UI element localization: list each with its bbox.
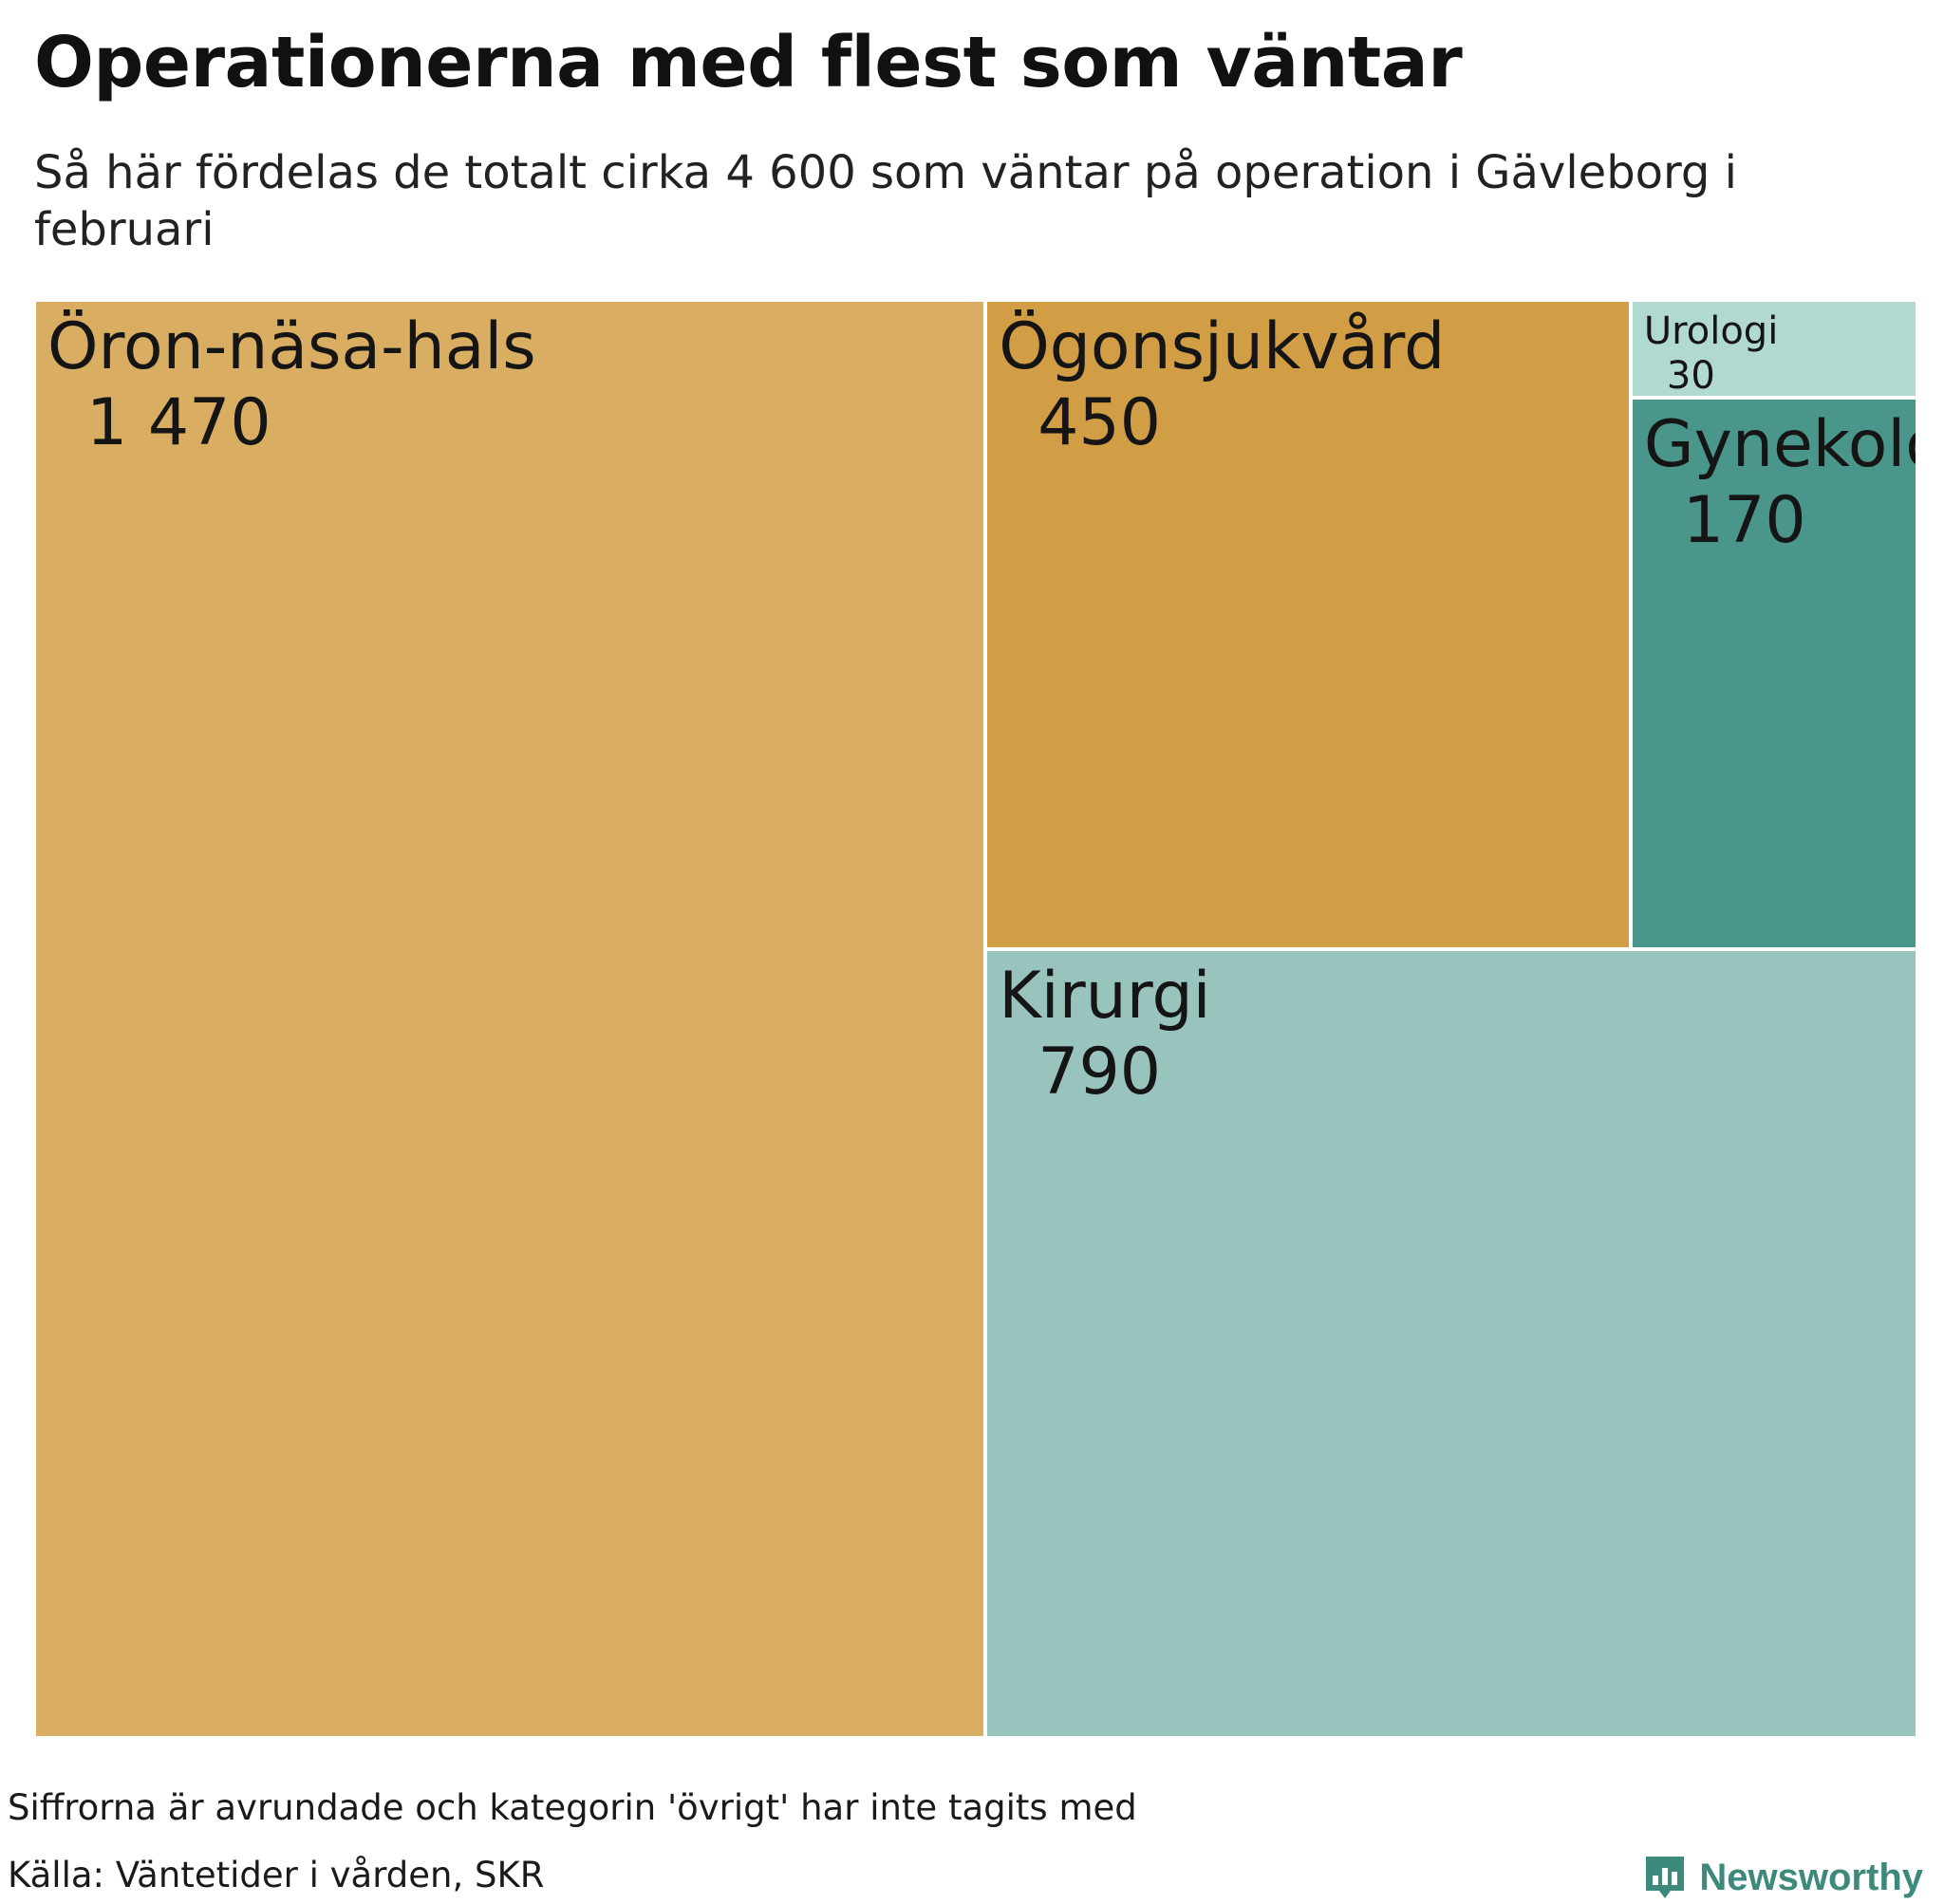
footnote: Siffrorna är avrundade och kategorin 'öv…: [8, 1787, 1137, 1828]
tile-value: 1 470: [86, 385, 271, 460]
tile-text: Öron-näsa-hals 1 470: [47, 309, 536, 461]
tile-value: 450: [1037, 385, 1162, 460]
source-note: Källa: Väntetider i vården, SKR: [8, 1855, 545, 1895]
tile-label: Ögonsjukvård: [999, 309, 1446, 384]
treemap-tile-gynekologi: Gynekologi170: [1630, 397, 1917, 949]
chart-title: Operationerna med flest som väntar: [34, 22, 1463, 103]
treemap: Öron-näsa-hals 1 470 Ögonsjukvård 450 Urolog…: [34, 300, 1917, 1738]
newsworthy-logo: Newsworthy: [1642, 1851, 1923, 1904]
tile-label: Urologi: [1643, 309, 1779, 353]
tile-value: 790: [1037, 1034, 1162, 1110]
tile-value: 170: [1682, 482, 1806, 558]
tile-text: Gynekologi170: [1643, 406, 1916, 559]
tile-text: Ögonsjukvård 450: [999, 309, 1445, 461]
chart-subtitle: Så här fördelas de totalt cirka 4 600 so…: [34, 146, 1737, 256]
treemap-tile-kirurgi: Kirurgi 790: [985, 948, 1917, 1738]
tile-label: Öron-näsa-hals: [47, 309, 536, 384]
tile-value: 30: [1666, 354, 1715, 398]
tile-text: Kirurgi 790: [999, 959, 1210, 1111]
treemap-tile-ogonsjukvard: Ögonsjukvård 450: [985, 300, 1631, 949]
treemap-tile-urologi: Urologi 30: [1630, 300, 1917, 398]
brand-name: Newsworthy: [1699, 1856, 1923, 1898]
tile-label: Kirurgi: [999, 958, 1211, 1034]
tile-label: Gynekologi: [1643, 406, 1916, 482]
tile-text: Urologi 30: [1643, 309, 1779, 398]
treemap-tile-oron-nasa-hals: Öron-näsa-hals 1 470: [34, 300, 986, 1738]
newsworthy-logo-icon: [1646, 1857, 1685, 1898]
